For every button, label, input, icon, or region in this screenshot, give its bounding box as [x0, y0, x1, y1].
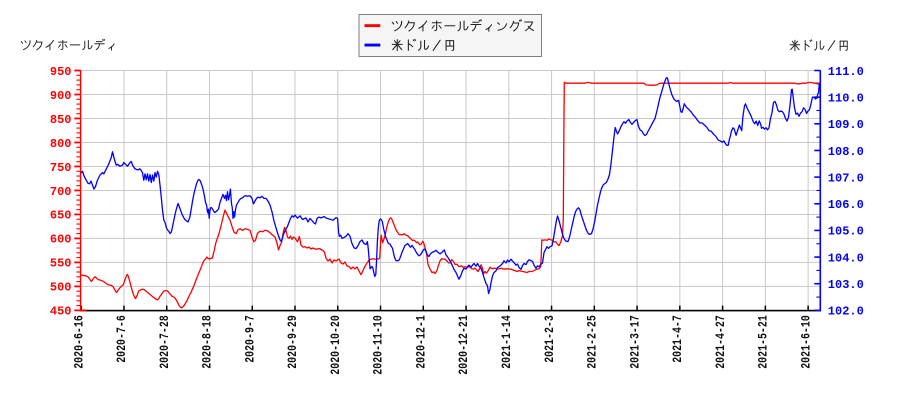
svg-text:2020-12-1: 2020-12-1	[415, 315, 429, 369]
svg-text:2020-10-20: 2020-10-20	[329, 315, 343, 375]
svg-text:900: 900	[50, 89, 72, 103]
svg-text:2020-12-21: 2020-12-21	[457, 315, 471, 375]
svg-text:2020-7-6: 2020-7-6	[115, 315, 129, 363]
svg-text:2021-3-17: 2021-3-17	[628, 315, 642, 369]
svg-text:2020-8-18: 2020-8-18	[201, 315, 215, 369]
svg-text:102.0: 102.0	[828, 305, 864, 319]
svg-text:111.0: 111.0	[828, 65, 864, 79]
svg-text:500: 500	[50, 281, 72, 295]
svg-text:2021-6-10: 2021-6-10	[799, 315, 813, 369]
svg-text:2020-6-16: 2020-6-16	[72, 315, 86, 369]
svg-text:700: 700	[50, 185, 72, 199]
svg-text:103.0: 103.0	[828, 278, 864, 292]
svg-text:2020-9-7: 2020-9-7	[243, 315, 257, 363]
svg-text:108.0: 108.0	[828, 145, 864, 159]
svg-text:2020-11-10: 2020-11-10	[372, 315, 386, 375]
svg-text:2021-2-3: 2021-2-3	[543, 315, 557, 363]
svg-text:105.0: 105.0	[828, 225, 864, 239]
svg-text:600: 600	[50, 233, 72, 247]
svg-text:550: 550	[50, 257, 72, 271]
svg-text:104.0: 104.0	[828, 251, 864, 265]
svg-text:110.0: 110.0	[828, 92, 864, 106]
svg-text:2021-4-27: 2021-4-27	[714, 315, 728, 369]
svg-text:450: 450	[50, 305, 72, 319]
svg-text:2021-1-14: 2021-1-14	[500, 315, 514, 369]
svg-text:2021-2-25: 2021-2-25	[586, 315, 600, 369]
svg-text:106.0: 106.0	[828, 198, 864, 212]
svg-text:2020-9-29: 2020-9-29	[286, 315, 300, 369]
svg-text:650: 650	[50, 209, 72, 223]
svg-text:950: 950	[50, 65, 72, 79]
svg-text:750: 750	[50, 161, 72, 175]
svg-text:2020-7-28: 2020-7-28	[158, 315, 172, 369]
svg-text:2021-4-7: 2021-4-7	[671, 315, 685, 363]
svg-text:800: 800	[50, 137, 72, 151]
svg-text:107.0: 107.0	[828, 171, 864, 185]
svg-text:109.0: 109.0	[828, 118, 864, 132]
svg-text:2021-5-21: 2021-5-21	[757, 315, 771, 369]
svg-text:850: 850	[50, 113, 72, 127]
